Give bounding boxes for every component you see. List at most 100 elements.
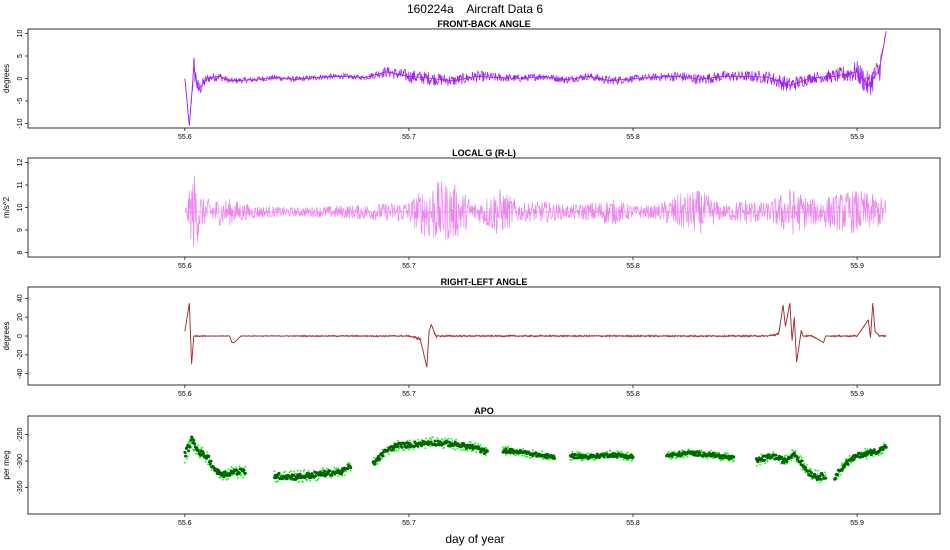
raw-point <box>325 467 328 470</box>
y-tick-label: 20 <box>17 313 24 321</box>
raw-point <box>277 480 280 483</box>
smoothed-points <box>371 439 489 466</box>
raw-point <box>428 439 430 442</box>
raw-point <box>688 448 690 451</box>
raw-point <box>627 459 630 461</box>
raw-point <box>576 451 578 453</box>
raw-point <box>706 457 709 460</box>
raw-point <box>719 459 722 462</box>
smoothed-point <box>243 471 247 475</box>
series-line-peaks <box>184 302 887 368</box>
y-tick-label: 5 <box>17 54 24 58</box>
smoothed-point <box>872 448 876 452</box>
raw-point <box>477 443 480 445</box>
raw-point <box>381 448 384 451</box>
raw-point <box>516 448 519 451</box>
x-tick-label: 55.9 <box>850 263 864 270</box>
raw-point <box>396 439 399 442</box>
raw-point <box>242 476 245 479</box>
smoothed-point <box>222 475 226 479</box>
raw-point <box>288 471 291 474</box>
raw-point <box>547 458 550 461</box>
x-tick-label: 55.8 <box>626 134 640 141</box>
raw-point <box>414 439 416 442</box>
raw-point <box>863 450 866 453</box>
raw-point <box>345 470 348 473</box>
smoothed-point <box>433 439 437 443</box>
raw-point <box>623 458 625 460</box>
smoothed-point <box>804 466 808 469</box>
y-tick-label: -5 <box>17 98 24 104</box>
raw-point <box>785 454 787 457</box>
raw-point <box>204 460 207 463</box>
raw-point <box>408 439 411 442</box>
smoothed-point <box>806 469 810 473</box>
raw-point <box>848 455 851 457</box>
smoothed-point <box>884 445 888 449</box>
x-tick-label: 55.6 <box>178 391 192 398</box>
raw-point <box>225 478 228 481</box>
raw-point <box>198 456 201 459</box>
smoothed-point <box>818 474 822 478</box>
raw-point <box>372 456 375 459</box>
raw-point <box>631 459 634 462</box>
raw-point <box>839 473 842 476</box>
y-tick-label: 11 <box>17 181 24 188</box>
raw-point <box>290 470 292 473</box>
raw-point <box>850 461 852 464</box>
raw-point <box>417 438 419 441</box>
x-tick-label: 55.7 <box>402 391 416 398</box>
raw-point <box>234 471 237 474</box>
raw-point <box>786 462 788 465</box>
smoothed-point <box>207 454 211 458</box>
smoothed-point <box>615 455 619 459</box>
smoothed-point <box>534 451 538 455</box>
y-axis-label: per meg <box>2 450 11 479</box>
smoothed-point <box>209 459 213 463</box>
raw-point <box>470 441 472 443</box>
smoothed-point <box>328 469 332 473</box>
smoothed-point <box>796 456 800 460</box>
smoothed-point <box>810 471 813 475</box>
smoothed-point <box>485 449 489 453</box>
smoothed-points <box>754 451 828 481</box>
raw-point <box>464 449 466 452</box>
raw-point <box>294 472 297 475</box>
smoothed-point <box>763 458 766 462</box>
smoothed-point <box>694 453 698 457</box>
raw-point <box>881 452 884 455</box>
smoothed-point <box>720 456 724 460</box>
smoothed-point <box>400 445 404 449</box>
raw-point <box>616 450 619 452</box>
raw-point <box>317 477 320 480</box>
smoothed-points <box>665 450 736 461</box>
raw-point <box>275 480 278 483</box>
raw-point <box>816 473 819 476</box>
raw-point <box>824 471 826 474</box>
smoothed-point <box>321 473 325 477</box>
smoothed-point <box>836 473 840 477</box>
raw-point <box>244 465 247 468</box>
raw-point <box>349 462 351 465</box>
panel-4: APO per meg 55.6 55.7 55.8 55.9 -250 -300 -350 <box>2 406 941 527</box>
raw-point <box>402 449 404 452</box>
raw-point <box>397 449 400 452</box>
raw-point <box>186 457 189 460</box>
raw-point <box>682 455 685 457</box>
raw-point <box>186 455 189 458</box>
raw-point <box>218 476 221 479</box>
raw-point <box>824 474 827 476</box>
x-tick-label: 55.9 <box>850 391 864 398</box>
raw-point <box>429 445 432 448</box>
panel-title: APO <box>474 406 494 416</box>
y-axis-label: degrees <box>2 322 11 351</box>
panels: FRONT-BACK ANGLE degrees 55.6 55.7 55.8 55.9 -… <box>2 19 941 527</box>
panel-title: LOCAL G (R-L) <box>452 148 516 158</box>
smoothed-point <box>605 452 609 456</box>
raw-point <box>430 438 433 441</box>
raw-point <box>462 448 465 451</box>
raw-point <box>759 461 762 463</box>
raw-point <box>381 457 383 459</box>
smoothed-point <box>852 457 856 461</box>
smoothed-point <box>467 443 471 447</box>
